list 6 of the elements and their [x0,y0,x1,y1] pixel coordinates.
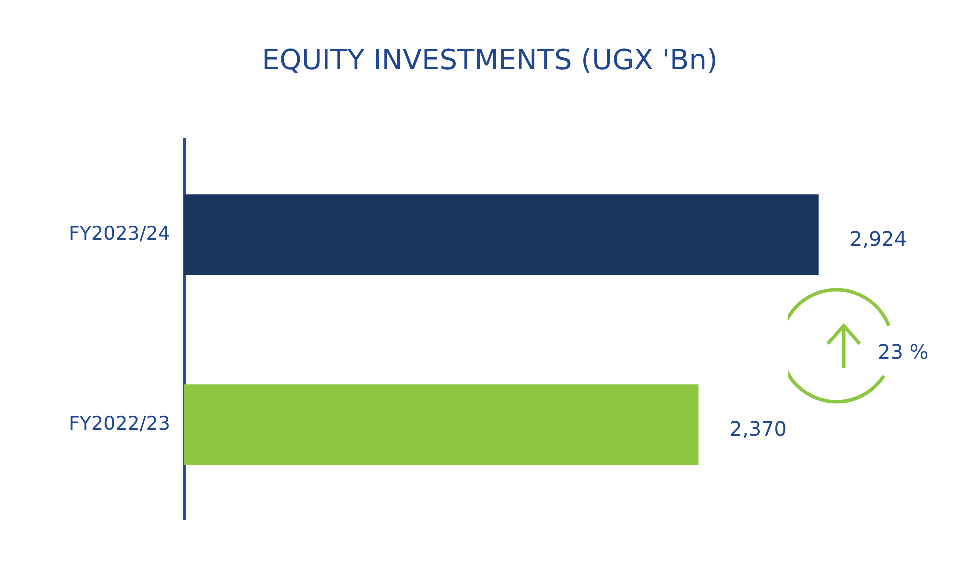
chart-title: EQUITY INVESTMENTS (UGX 'Bn) [262,43,718,76]
y-tick-label: FY2022/23 [69,412,170,435]
data-label: 2,370 [730,417,788,442]
y-tick-label: FY2023/24 [69,222,170,245]
text: 23 % [878,340,929,364]
data-label: 2,924 [850,227,908,252]
